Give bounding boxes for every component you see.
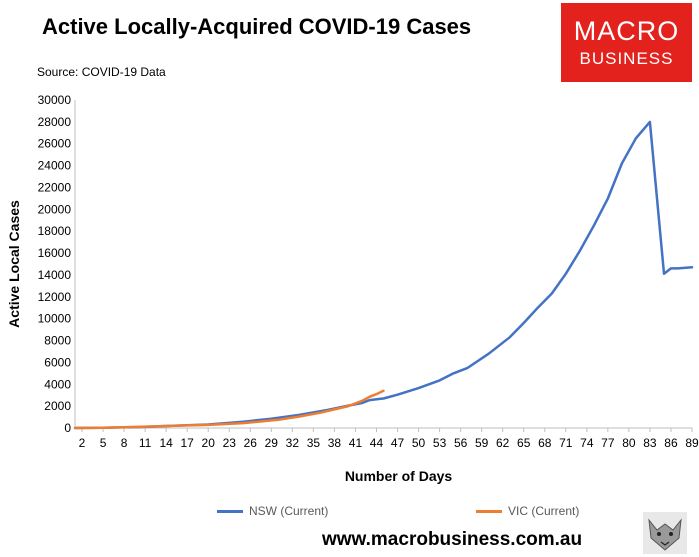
y-tick-label: 18000 [38, 224, 72, 238]
x-tick-label: 35 [307, 436, 321, 450]
y-axis-title: Active Local Cases [6, 200, 22, 328]
y-tick-label: 20000 [38, 202, 72, 216]
line-chart: 0 2000 4000 6000 8000 10000 12000 14000 16000 180… [6, 93, 699, 484]
series-line-vic [73, 389, 385, 430]
x-tick-label: 53 [433, 436, 447, 450]
x-tick-label: 26 [244, 436, 258, 450]
source-note: Source: COVID-19 Data [37, 65, 166, 79]
x-tick-label: 83 [643, 436, 657, 450]
logo-line-2: BUSINESS [579, 49, 674, 68]
y-tick-label: 4000 [44, 377, 71, 391]
logo-line-1: MACRO [573, 16, 680, 46]
x-tick-label: 50 [412, 436, 426, 450]
x-axis-title: Number of Days [345, 468, 453, 484]
x-tick-label: 38 [328, 436, 342, 450]
y-tick-label: 16000 [38, 246, 72, 260]
legend-item-nsw: NSW (Current) [217, 504, 328, 518]
x-tick-label: 65 [517, 436, 531, 450]
x-tick-label: 68 [538, 436, 552, 450]
x-tick-label: 44 [370, 436, 384, 450]
x-tick-label: 8 [121, 436, 128, 450]
x-tick-label: 77 [601, 436, 615, 450]
legend-label-nsw: NSW (Current) [249, 504, 329, 518]
x-tick-label: 29 [265, 436, 279, 450]
x-tick-label: 71 [559, 436, 573, 450]
legend-swatch-nsw [217, 510, 243, 514]
y-tick-label: 12000 [38, 290, 72, 304]
y-tick-label: 14000 [38, 268, 72, 282]
y-tick-label: 8000 [44, 334, 71, 348]
x-tick-label: 5 [100, 436, 107, 450]
x-tick-label: 41 [349, 436, 363, 450]
wolf-logo-icon [643, 512, 687, 554]
y-tick-label: 30000 [38, 93, 72, 107]
y-tick-label: 0 [64, 421, 71, 435]
x-tick-label: 62 [496, 436, 510, 450]
y-tick-label: 6000 [44, 355, 71, 369]
x-tick-label: 23 [223, 436, 237, 450]
x-tick-label: 17 [181, 436, 195, 450]
x-tick-label: 80 [622, 436, 636, 450]
series-line-nsw [73, 120, 694, 430]
legend-label-vic: VIC (Current) [508, 504, 580, 518]
x-tick-label: 47 [391, 436, 405, 450]
x-tick-label: 32 [286, 436, 300, 450]
y-tick-label: 24000 [38, 159, 72, 173]
x-tick-label: 14 [159, 436, 173, 450]
x-tick-label: 56 [454, 436, 468, 450]
y-tick-label: 2000 [44, 399, 71, 413]
x-tick-label: 86 [664, 436, 678, 450]
y-tick-label: 26000 [38, 137, 72, 151]
legend-item-vic: VIC (Current) [476, 504, 579, 518]
macrobusiness-logo: MACRO BUSINESS [561, 3, 692, 82]
x-tick-label: 89 [685, 436, 699, 450]
legend-swatch-vic [476, 510, 502, 514]
x-tick-label: 59 [475, 436, 489, 450]
x-tick-label: 74 [580, 436, 594, 450]
website-url: www.macrobusiness.com.au [322, 529, 583, 550]
x-tick-label: 2 [79, 436, 86, 450]
y-tick-label: 28000 [38, 115, 72, 129]
chart-title: Active Locally-Acquired COVID-19 Cases [42, 14, 472, 39]
y-tick-label: 10000 [38, 312, 72, 326]
y-tick-label: 22000 [38, 180, 72, 194]
x-tick-label: 20 [202, 436, 216, 450]
x-tick-label: 11 [139, 436, 152, 450]
